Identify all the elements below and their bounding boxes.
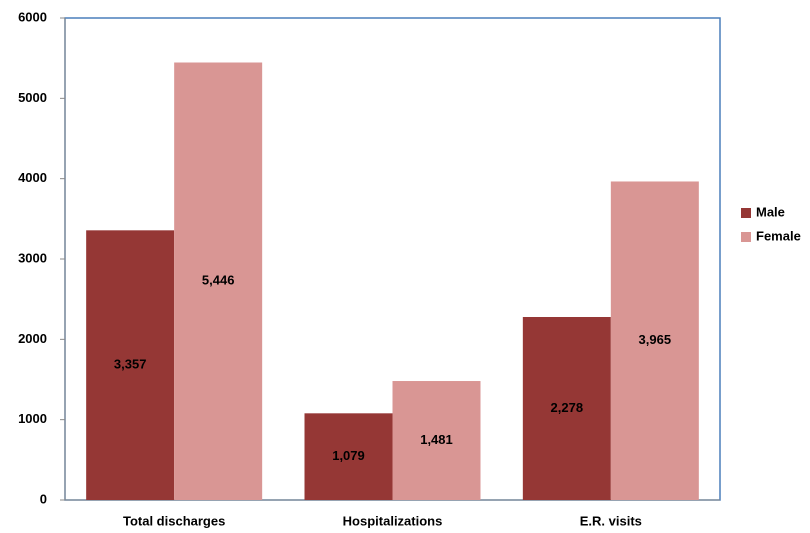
y-tick-label: 4000 <box>18 170 47 185</box>
x-tick-label: Hospitalizations <box>343 513 443 528</box>
bar <box>174 62 263 500</box>
y-tick-label: 3000 <box>18 250 47 265</box>
x-tick-label: E.R. visits <box>580 513 642 528</box>
legend-label: Female <box>756 228 801 243</box>
y-tick-label: 6000 <box>18 9 47 24</box>
value-label: 3,965 <box>639 332 672 347</box>
y-tick-label: 1000 <box>18 411 47 426</box>
legend-swatch <box>741 208 751 218</box>
value-label: 3,357 <box>114 357 147 372</box>
x-tick-label: Total discharges <box>123 513 225 528</box>
bar <box>522 317 611 500</box>
bar <box>392 381 481 500</box>
value-label: 2,278 <box>551 400 584 415</box>
bar <box>304 413 393 500</box>
value-label: 1,481 <box>420 432 453 447</box>
y-tick-label: 5000 <box>18 90 47 105</box>
bar <box>86 230 175 501</box>
value-label: 5,446 <box>202 273 235 288</box>
bar <box>610 181 699 500</box>
legend-label: Male <box>756 204 785 219</box>
value-label: 1,079 <box>332 448 365 463</box>
y-tick-label: 2000 <box>18 331 47 346</box>
legend-swatch <box>741 232 751 242</box>
y-tick-label: 0 <box>40 491 47 506</box>
